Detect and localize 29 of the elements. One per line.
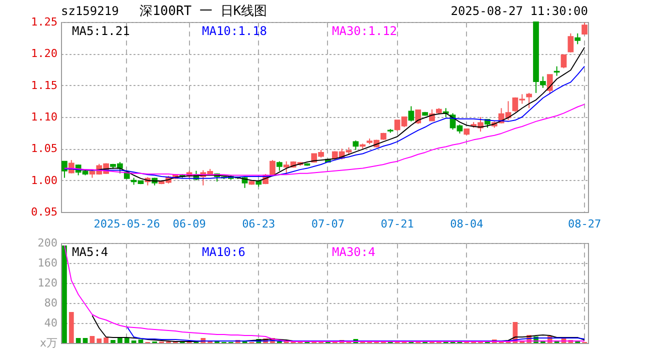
x-tick-label: 07-07 xyxy=(311,218,345,230)
y-tick-label: 1.05 xyxy=(31,142,58,156)
y-tick-label: 1.10 xyxy=(31,110,58,124)
y-tick-label: 40 xyxy=(44,316,58,330)
y-tick-label: x万 xyxy=(40,336,58,350)
text: sz159219 xyxy=(61,4,119,18)
y-tick-label: 160 xyxy=(38,256,58,270)
x-tick-label: 2025-05-26 xyxy=(94,218,160,230)
text: MA5:4 xyxy=(72,245,108,259)
y-tick-label: 1.00 xyxy=(31,174,58,187)
y-tick-label: 0.95 xyxy=(31,206,58,218)
text: MA10:1.18 xyxy=(202,24,268,38)
y-tick-label: 200 xyxy=(38,236,58,250)
y-tick-label: 120 xyxy=(38,276,58,290)
y-tick-label: 1.20 xyxy=(31,47,58,60)
text: MA5:1.21 xyxy=(72,24,130,38)
chart-title: 深100RT 一 日K线图 xyxy=(139,4,268,19)
x-tick-label: 06-09 xyxy=(172,218,206,230)
x-tick-label: 08-04 xyxy=(450,218,484,230)
x-tick-label: 08-27 xyxy=(568,218,602,230)
x-tick-label: 06-23 xyxy=(242,218,276,230)
text: 2025-08-27 11:30:00 xyxy=(450,4,588,18)
text: MA10:6 xyxy=(202,245,246,259)
text: MA30:4 xyxy=(332,245,376,259)
y-tick-label: 1.25 xyxy=(31,16,58,28)
y-tick-label: 80 xyxy=(44,296,58,310)
y-tick-label: 1.15 xyxy=(31,78,58,92)
text: MA30:1.12 xyxy=(332,24,398,38)
x-tick-label: 07-21 xyxy=(380,218,414,230)
